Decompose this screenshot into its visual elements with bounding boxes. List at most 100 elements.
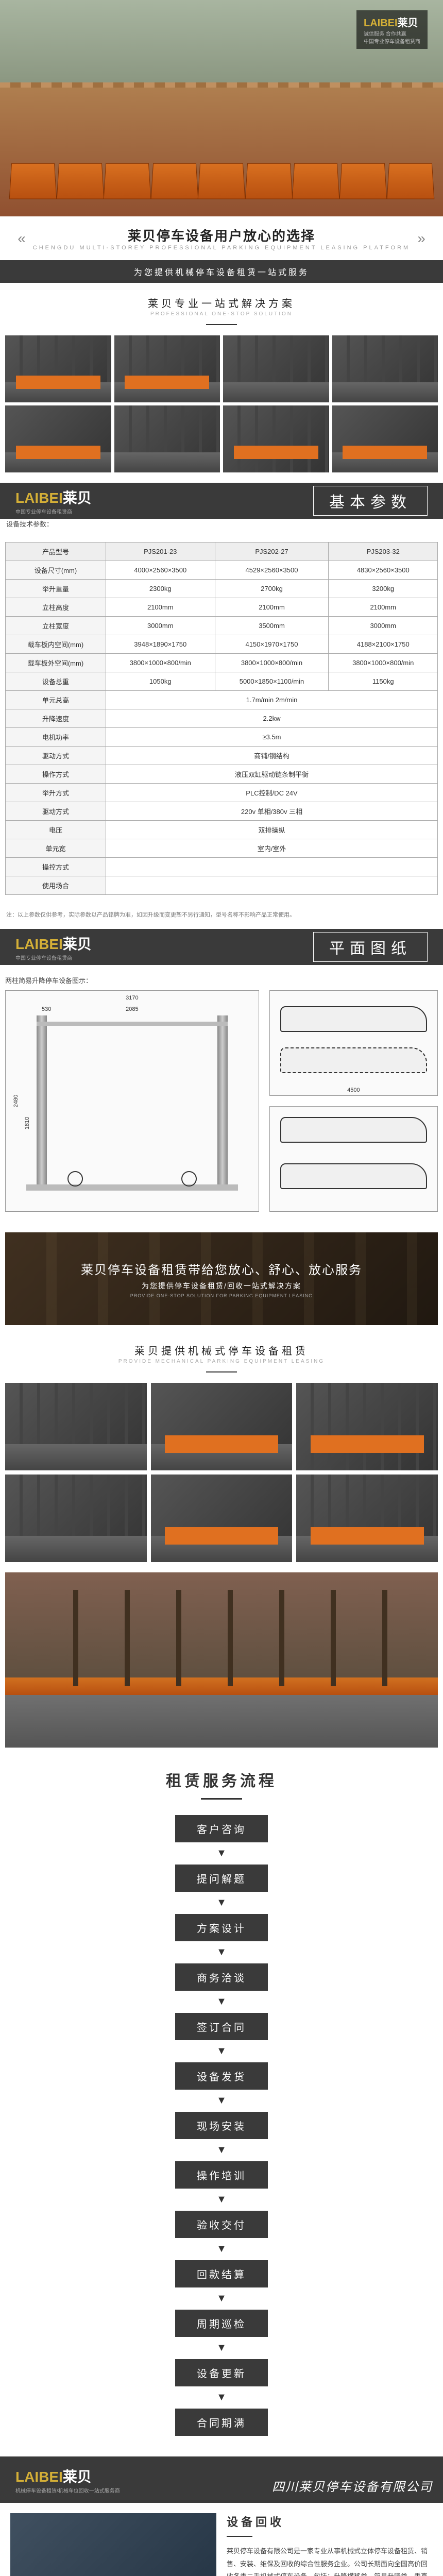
spec-row-label: 单元宽 <box>6 839 106 858</box>
spec-col-header: PJS202-27 <box>215 543 329 561</box>
spec-cell: ≥3.5m <box>106 728 438 747</box>
car-bottom <box>280 1163 427 1189</box>
spec-row-label: 举升方式 <box>6 784 106 802</box>
arrow-down-icon: ▼ <box>216 2392 227 2403</box>
spec-cell: 3000mm <box>106 617 215 635</box>
spec-col-header: 产品型号 <box>6 543 106 561</box>
dim-w-mid: 530 <box>42 1006 51 1012</box>
spec-table: 产品型号PJS201-23PJS202-27PJS203-32 设备尺寸(mm)… <box>5 542 438 895</box>
spec-cell: 3948×1890×1750 <box>106 635 215 654</box>
flow-step: 合同期满 <box>175 2409 268 2436</box>
spec-cell <box>106 858 438 876</box>
flow-step: 验收交付 <box>175 2211 268 2238</box>
strip-logo: LAIBEI莱贝 中国专业停车设备租赁商 <box>15 933 92 961</box>
drawing-caption: 两柱简易升降停车设备图示： <box>5 975 438 985</box>
headline-main: 莱贝停车设备用户放心的选择 <box>33 226 410 245</box>
spec-row-label: 升降速度 <box>6 709 106 728</box>
spec-row-label: 操控方式 <box>6 858 106 876</box>
arrow-down-icon: ▼ <box>216 2045 227 2057</box>
drawing-zone: 两柱简易升降停车设备图示： 3170 2085 530 2480 1810 45… <box>0 965 443 1227</box>
drawing-side-bottom <box>269 1106 438 1212</box>
lift-base <box>26 1184 238 1191</box>
arrow-down-icon: ▼ <box>216 1848 227 1859</box>
arrow-right-icon: » <box>417 230 425 247</box>
arrow-down-icon: ▼ <box>216 1996 227 2008</box>
divider <box>201 1798 242 1800</box>
spec-cell: 1150kg <box>329 672 438 691</box>
dim-w-inner: 2085 <box>126 1006 138 1012</box>
section3-title: 莱贝提供机械式停车设备租赁 PROVIDE MECHANICAL PARKING… <box>0 1330 443 1367</box>
spec-cell: 3800×1000×800/min <box>106 654 215 672</box>
spec-row-label: 举升重量 <box>6 580 106 598</box>
brand-sub2: 中国专业停车设备租赁商 <box>364 37 420 45</box>
flow-step: 签订合同 <box>175 2013 268 2040</box>
spec-cell: 4000×2560×3500 <box>106 561 215 580</box>
spec-footnote: 注：以上参数仅供参考，实际参数以产品铭牌为准，如因升级而变更恕不另行通知，型号名… <box>0 910 443 929</box>
spec-cell: 3500mm <box>215 617 329 635</box>
flow-step: 周期巡检 <box>175 2310 268 2337</box>
spec-cell <box>106 876 438 895</box>
gallery-thumb <box>5 1475 147 1562</box>
slogan-strip: 为您提供机械停车设备租赁一站式服务 <box>0 260 443 283</box>
strip4-sub: 机械停车设备租赁/机械车位回收一站式服务商 <box>15 2486 120 2494</box>
spec-row-label: 电压 <box>6 821 106 839</box>
hero-wall <box>0 82 443 216</box>
spec-row-label: 操作方式 <box>6 765 106 784</box>
drawing-header-label: 平面图纸 <box>313 932 428 962</box>
spec-cell: 3800×1000×800/min <box>329 654 438 672</box>
spec-col-header: PJS201-23 <box>106 543 215 561</box>
spec-cell: 双排操纵 <box>106 821 438 839</box>
gallery-thumb <box>151 1383 293 1470</box>
spec-cell: 2300kg <box>106 580 215 598</box>
spec-row-label: 载车板内空间(mm) <box>6 635 106 654</box>
lift-column <box>37 1015 47 1191</box>
wide-photo <box>5 1572 438 1748</box>
spec-caption: 设备技术参数： <box>0 519 443 532</box>
spec-row-label: 载车板外空间(mm) <box>6 654 106 672</box>
section1-title-main: 莱贝专业一站式解决方案 <box>0 295 443 310</box>
divider <box>227 2536 252 2537</box>
dim-h-outer: 2480 <box>13 1095 19 1107</box>
spec-col-header: PJS203-32 <box>329 543 438 561</box>
spec-cell: 3800×1000×800/min <box>215 654 329 672</box>
brand-sub: 诚信服务 合作共赢 <box>364 29 420 37</box>
spec-row-label: 设备尺寸(mm) <box>6 561 106 580</box>
spec-row-label: 单元总高 <box>6 691 106 709</box>
gallery-thumb <box>223 335 329 402</box>
arrow-down-icon: ▼ <box>216 2144 227 2156</box>
spec-cell: 室内/室外 <box>106 839 438 858</box>
arrow-down-icon: ▼ <box>216 2342 227 2354</box>
spec-cell: 2700kg <box>215 580 329 598</box>
spec-row-label: 使用场合 <box>6 876 106 895</box>
brand-cn: 莱贝 <box>63 936 92 952</box>
gallery-thumb <box>5 1383 147 1470</box>
gallery-thumb <box>5 335 111 402</box>
arrow-down-icon: ▼ <box>216 2095 227 2107</box>
spec-cell: 2.2kw <box>106 709 438 728</box>
gallery-thumb <box>151 1475 293 1562</box>
flow-step: 设备更新 <box>175 2359 268 2386</box>
divider <box>206 1371 237 1372</box>
spec-cell: 商铺/钢结构 <box>106 747 438 765</box>
wide-photo-structure <box>27 1590 416 1686</box>
spec-cell: 5000×1850×1100/min <box>215 672 329 691</box>
spec-header-label: 基本参数 <box>313 486 428 516</box>
spec-row-label: 驱动方式 <box>6 747 106 765</box>
spec-cell: 2100mm <box>106 598 215 617</box>
flow-step: 客户咨询 <box>175 1815 268 1842</box>
car-bottom <box>280 1047 427 1073</box>
recycle-image <box>10 2513 216 2576</box>
wheel-icon <box>181 1171 197 1187</box>
dim-depth: 4500 <box>347 1087 360 1093</box>
spec-cell: 2100mm <box>329 598 438 617</box>
hero-logo: LAIBEI莱贝 诚信服务 合作共赢 中国专业停车设备租赁商 <box>356 10 428 49</box>
promo-sub: 为您提供停车设备租赁/回收一站式解决方案 <box>81 1281 362 1291</box>
spec-cell: 4150×1970×1750 <box>215 635 329 654</box>
divider <box>206 324 237 325</box>
recycle-block: 设备回收 莱贝停车设备有限公司是一家专业从事机械式立体停车设备租赁、销售、安装、… <box>0 2503 443 2576</box>
gallery-thumb <box>332 335 438 402</box>
gallery-thumb <box>296 1383 438 1470</box>
arrow-left-icon: « <box>18 230 26 247</box>
drawing-header-strip: LAIBEI莱贝 中国专业停车设备租赁商 平面图纸 <box>0 929 443 965</box>
headline-sub: CHENGDU MULTI-STOREY PROFESSIONAL PARKIN… <box>33 245 410 251</box>
